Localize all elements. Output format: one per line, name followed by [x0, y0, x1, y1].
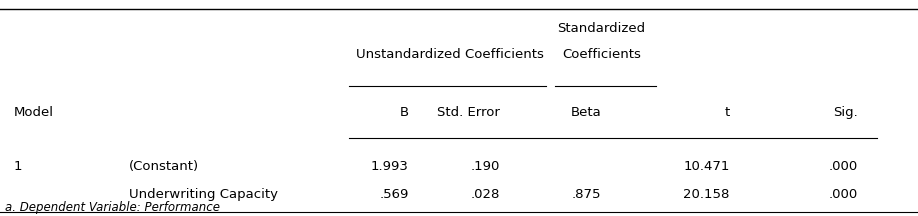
Text: a. Dependent Variable: Performance: a. Dependent Variable: Performance: [5, 201, 219, 214]
Text: 1.993: 1.993: [371, 160, 409, 173]
Text: Model: Model: [14, 106, 54, 119]
Text: .000: .000: [829, 160, 858, 173]
Text: 10.471: 10.471: [683, 160, 730, 173]
Text: Underwriting Capacity: Underwriting Capacity: [129, 188, 277, 201]
Text: Beta: Beta: [571, 106, 601, 119]
Text: .190: .190: [471, 160, 500, 173]
Text: .875: .875: [572, 188, 601, 201]
Text: 1: 1: [14, 160, 22, 173]
Text: .028: .028: [471, 188, 500, 201]
Text: Coefficients: Coefficients: [562, 48, 641, 60]
Text: 20.158: 20.158: [683, 188, 730, 201]
Text: Sig.: Sig.: [834, 106, 858, 119]
Text: Standardized: Standardized: [557, 22, 645, 35]
Text: .569: .569: [379, 188, 409, 201]
Text: B: B: [399, 106, 409, 119]
Text: Unstandardized Coefficients: Unstandardized Coefficients: [356, 48, 543, 60]
Text: t: t: [724, 106, 730, 119]
Text: Std. Error: Std. Error: [438, 106, 500, 119]
Text: .000: .000: [829, 188, 858, 201]
Text: (Constant): (Constant): [129, 160, 198, 173]
